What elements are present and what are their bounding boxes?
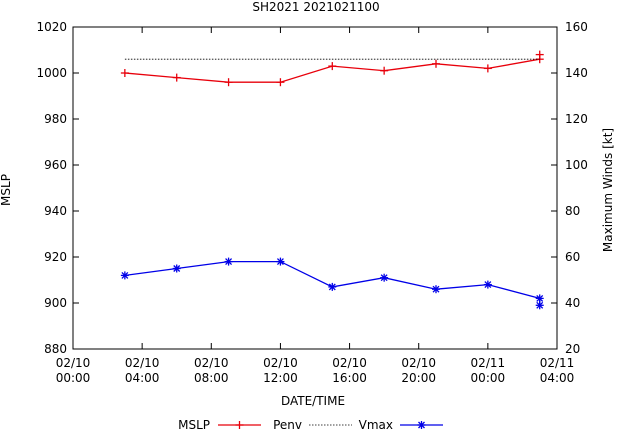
legend-label-mslp: MSLP xyxy=(178,418,210,432)
y2-tick-label: 80 xyxy=(565,204,580,218)
x-tick-label: 02/11 xyxy=(540,356,575,370)
y-tick-label: 880 xyxy=(44,342,67,356)
chart-title: SH2021 2021021100 xyxy=(252,0,379,14)
x-tick-label: 02/10 xyxy=(332,356,367,370)
data-point-vmax xyxy=(536,294,544,302)
x-tick-label: 02/10 xyxy=(263,356,298,370)
legend-marker-vmax xyxy=(418,421,425,429)
x-tick-label: 02/10 xyxy=(125,356,160,370)
data-point-vmax xyxy=(121,271,129,279)
y2-tick-label: 20 xyxy=(565,342,580,356)
y2-tick-label: 140 xyxy=(565,66,588,80)
y2-tick-label: 100 xyxy=(565,158,588,172)
data-point-vmax xyxy=(380,274,388,282)
y-axis-label: MSLP xyxy=(0,174,13,206)
data-point-vmax xyxy=(276,258,284,266)
x-tick-label: 02/10 xyxy=(194,356,229,370)
x-tick-label: 02/10 xyxy=(401,356,436,370)
y-tick-label: 980 xyxy=(44,112,67,126)
y-tick-label: 940 xyxy=(44,204,67,218)
y-tick-label: 900 xyxy=(44,296,67,310)
y-tick-label: 1020 xyxy=(36,20,67,34)
legend: MSLP Penv Vmax xyxy=(178,418,443,432)
axes-layer: 880 900 920 940 960 980 1000 1020 20 40 60 80 100 120… xyxy=(36,20,587,385)
legend-label-penv: Penv xyxy=(273,418,302,432)
x-tick-label: 16:00 xyxy=(332,371,367,385)
y2-tick-label: 40 xyxy=(565,296,580,310)
data-point-vmax xyxy=(484,281,492,289)
data-point-vmax xyxy=(225,258,233,266)
x-tick-label: 12:00 xyxy=(263,371,298,385)
x-tick-label: 00:00 xyxy=(56,371,91,385)
x-tick-label: 00:00 xyxy=(471,371,506,385)
series-line-vmax xyxy=(124,260,541,306)
x-axis-label: DATE/TIME xyxy=(281,394,345,408)
y-tick-label: 1000 xyxy=(36,66,67,80)
x-tick-label: 02/11 xyxy=(471,356,506,370)
plot-frame xyxy=(72,26,558,350)
x-tick-label: 02/10 xyxy=(56,356,91,370)
y2-tick-label: 120 xyxy=(565,112,588,126)
x-tick-label: 04:00 xyxy=(125,371,160,385)
x-tick-label: 04:00 xyxy=(540,371,575,385)
data-point-vmax xyxy=(536,301,544,309)
y-tick-label: 920 xyxy=(44,250,67,264)
y2-tick-label: 60 xyxy=(565,250,580,264)
data-point-vmax xyxy=(173,265,181,272)
x-tick-label: 20:00 xyxy=(401,371,436,385)
series-layer xyxy=(120,50,544,310)
series-line-mslp xyxy=(124,54,541,83)
y2-axis-label: Maximum Winds [kt] xyxy=(601,128,615,252)
y2-tick-label: 160 xyxy=(565,20,588,34)
data-point-vmax xyxy=(328,283,336,291)
x-tick-label: 08:00 xyxy=(194,371,229,385)
y-tick-label: 960 xyxy=(44,158,67,172)
legend-label-vmax: Vmax xyxy=(359,418,393,432)
data-point-vmax xyxy=(432,285,440,293)
